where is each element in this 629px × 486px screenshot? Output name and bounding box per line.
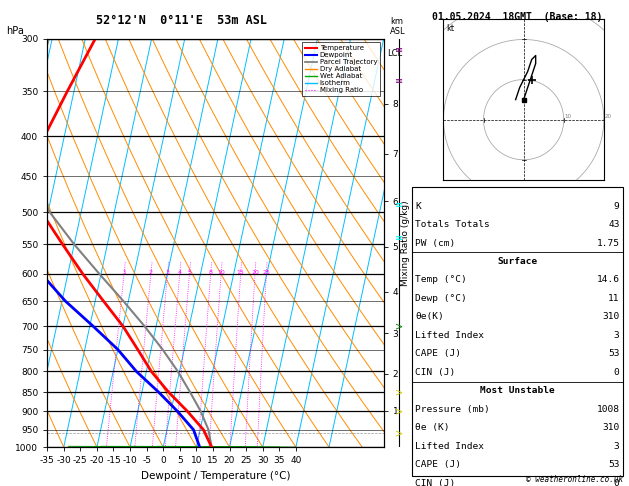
Text: >: > xyxy=(396,428,403,438)
Text: 9: 9 xyxy=(614,202,620,210)
Text: 3: 3 xyxy=(614,442,620,451)
Text: PW (cm): PW (cm) xyxy=(415,239,455,247)
Y-axis label: Mixing Ratio (g/kg): Mixing Ratio (g/kg) xyxy=(401,200,410,286)
Text: ≡: ≡ xyxy=(396,233,403,243)
Text: 52°12'N  0°11'E  53m ASL: 52°12'N 0°11'E 53m ASL xyxy=(96,14,267,27)
Text: kt: kt xyxy=(447,24,455,33)
Text: 310: 310 xyxy=(603,312,620,321)
Text: 01.05.2024  18GMT  (Base: 18): 01.05.2024 18GMT (Base: 18) xyxy=(432,12,603,22)
Text: 310: 310 xyxy=(603,423,620,432)
Text: 10: 10 xyxy=(217,270,225,275)
Text: Pressure (mb): Pressure (mb) xyxy=(415,405,490,414)
Text: km
ASL: km ASL xyxy=(390,17,406,36)
Text: 1008: 1008 xyxy=(596,405,620,414)
Text: hPa: hPa xyxy=(6,26,24,36)
Text: Totals Totals: Totals Totals xyxy=(415,220,490,229)
X-axis label: Dewpoint / Temperature (°C): Dewpoint / Temperature (°C) xyxy=(141,471,290,481)
Text: 1.75: 1.75 xyxy=(596,239,620,247)
Text: 53: 53 xyxy=(608,460,620,469)
Text: ≡: ≡ xyxy=(396,200,403,210)
Text: © weatheronline.co.uk: © weatheronline.co.uk xyxy=(526,474,623,484)
Text: Lifted Index: Lifted Index xyxy=(415,442,484,451)
Text: Surface: Surface xyxy=(498,257,537,266)
Text: 53: 53 xyxy=(608,349,620,358)
Text: 10: 10 xyxy=(565,114,572,119)
Text: 15: 15 xyxy=(237,270,245,275)
Text: 0: 0 xyxy=(614,479,620,486)
Text: K: K xyxy=(415,202,421,210)
Text: 14.6: 14.6 xyxy=(596,276,620,284)
Text: 5: 5 xyxy=(187,270,191,275)
Text: 43: 43 xyxy=(608,220,620,229)
Text: Lifted Index: Lifted Index xyxy=(415,331,484,340)
Text: CIN (J): CIN (J) xyxy=(415,479,455,486)
Text: 20: 20 xyxy=(251,270,259,275)
Text: 4: 4 xyxy=(177,270,182,275)
Text: CAPE (J): CAPE (J) xyxy=(415,349,461,358)
Text: 20: 20 xyxy=(604,114,611,119)
Text: 8: 8 xyxy=(209,270,213,275)
Text: CAPE (J): CAPE (J) xyxy=(415,460,461,469)
Text: 1: 1 xyxy=(122,270,126,275)
Text: θe (K): θe (K) xyxy=(415,423,450,432)
Text: CIN (J): CIN (J) xyxy=(415,368,455,377)
Text: >: > xyxy=(396,321,403,331)
Text: >: > xyxy=(396,406,403,417)
Text: 3: 3 xyxy=(614,331,620,340)
Text: 25: 25 xyxy=(262,270,270,275)
Text: ≡: ≡ xyxy=(396,45,403,55)
Text: 0: 0 xyxy=(614,368,620,377)
Text: Most Unstable: Most Unstable xyxy=(480,386,555,395)
Text: >: > xyxy=(396,387,403,397)
Text: Temp (°C): Temp (°C) xyxy=(415,276,467,284)
Text: 2: 2 xyxy=(149,270,153,275)
Text: 3: 3 xyxy=(165,270,169,275)
Legend: Temperature, Dewpoint, Parcel Trajectory, Dry Adiabat, Wet Adiabat, Isotherm, Mi: Temperature, Dewpoint, Parcel Trajectory… xyxy=(302,42,380,96)
Text: Dewp (°C): Dewp (°C) xyxy=(415,294,467,303)
Text: LCL: LCL xyxy=(387,49,402,58)
Text: 11: 11 xyxy=(608,294,620,303)
Text: ≡: ≡ xyxy=(396,76,403,87)
Text: θe(K): θe(K) xyxy=(415,312,444,321)
